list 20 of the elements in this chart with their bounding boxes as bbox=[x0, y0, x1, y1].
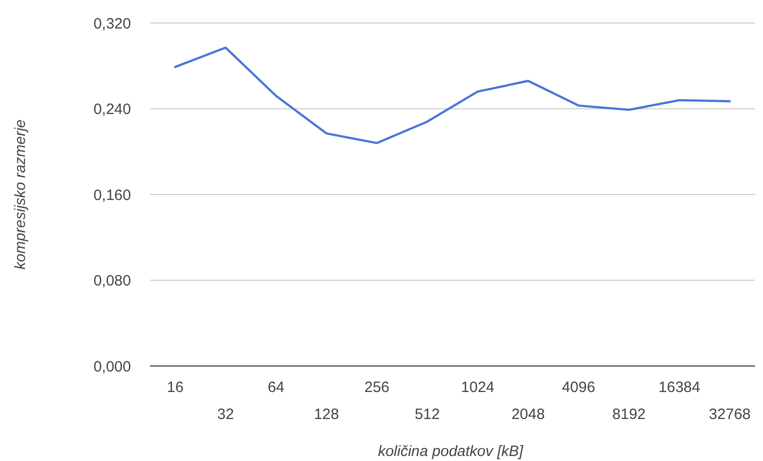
x-tick-label: 8192 bbox=[612, 406, 646, 423]
y-axis-title: kompresijsko razmerje bbox=[12, 119, 29, 270]
x-tick-label: 64 bbox=[268, 379, 284, 396]
x-tick-label: 256 bbox=[364, 379, 390, 396]
y-tick-label: 0,000 bbox=[93, 358, 131, 376]
x-tick-label: 2048 bbox=[511, 406, 545, 423]
line-series bbox=[174, 46, 731, 144]
x-tick-label: 16 bbox=[166, 379, 184, 396]
y-tick-label: 0,240 bbox=[93, 101, 131, 118]
x-axis-title: količina podatkov [kB] bbox=[378, 443, 524, 460]
x-tick-label: 32768 bbox=[708, 406, 751, 423]
x-tick-label: 4096 bbox=[562, 379, 596, 396]
y-tick-label: 0,080 bbox=[93, 272, 131, 290]
x-tick-label: 512 bbox=[414, 406, 440, 423]
y-tick-label: 0,320 bbox=[93, 15, 131, 32]
x-tick-label: 16384 bbox=[658, 379, 700, 396]
x-tick-label: 32 bbox=[217, 406, 234, 423]
x-tick-label: 128 bbox=[314, 406, 339, 423]
y-tick-label: 0,160 bbox=[93, 186, 131, 204]
x-tick-label: 1024 bbox=[461, 379, 494, 396]
